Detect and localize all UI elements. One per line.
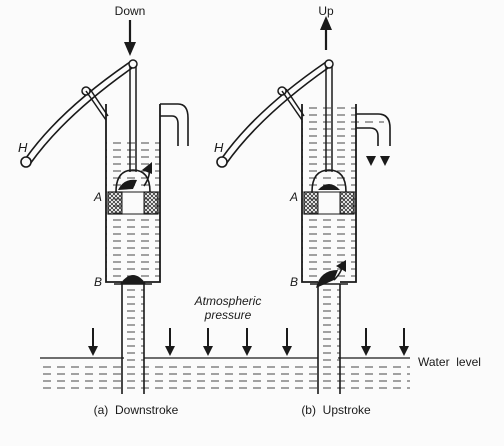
down-label: Down <box>115 4 146 18</box>
atmospheric-pressure-arrows <box>88 328 409 356</box>
foot-valve-b-left <box>114 275 152 285</box>
atmospheric-label-line2: pressure <box>204 308 252 322</box>
spout-left <box>160 103 189 146</box>
handle-right <box>216 59 334 168</box>
outflow-arrows-icon <box>366 156 390 166</box>
suction-pipe-left <box>121 284 145 394</box>
handle-label-right: H <box>214 140 224 155</box>
piston-valve-a-left <box>107 162 159 215</box>
water-reservoir <box>40 357 410 392</box>
piston-valve-a-right <box>303 169 355 215</box>
caption-downstroke: (a) Downstroke <box>94 403 179 417</box>
valve-a-label-left: A <box>93 190 102 204</box>
foot-valve-b-right <box>310 260 348 288</box>
up-arrow-icon <box>320 16 332 50</box>
suction-pipe-right <box>317 284 341 394</box>
valve-a-label-right: A <box>289 190 298 204</box>
spout-right <box>356 113 391 166</box>
atmospheric-label-line1: Atmospheric <box>194 294 262 308</box>
pump-downstroke <box>20 20 189 394</box>
water-level-label: Water level <box>418 355 481 369</box>
down-arrow-icon <box>124 20 136 56</box>
valve-b-label-left: B <box>94 275 102 289</box>
up-label: Up <box>318 4 334 18</box>
caption-upstroke: (b) Upstroke <box>301 403 371 417</box>
handle-left <box>20 59 138 168</box>
valve-b-label-right: B <box>290 275 298 289</box>
pump-upstroke <box>216 16 391 394</box>
handle-label-left: H <box>18 140 28 155</box>
